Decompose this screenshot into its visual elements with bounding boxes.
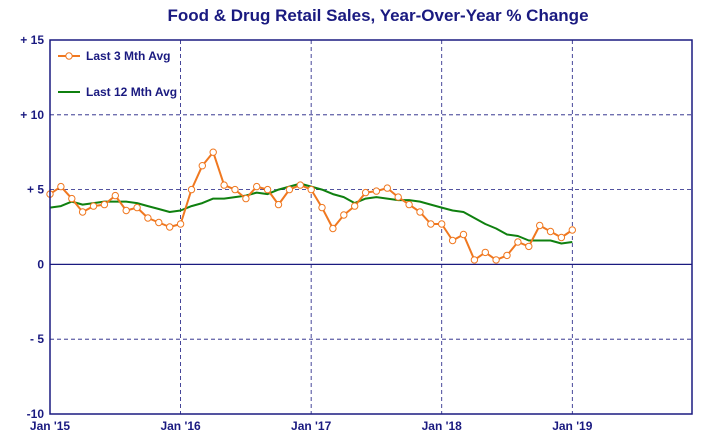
data-point: [57, 182, 65, 191]
data-point: [220, 181, 228, 189]
legend: Last 3 Mth Avg Last 12 Mth Avg: [58, 49, 177, 99]
data-point: [111, 191, 120, 200]
data-point: [285, 185, 294, 194]
data-point: [242, 194, 250, 203]
data-point: [438, 220, 446, 228]
data-point: [470, 256, 479, 264]
data-point: [536, 221, 544, 230]
legend-marker: [65, 52, 73, 60]
data-point: [394, 193, 402, 201]
data-point: [351, 202, 359, 210]
x-tick-label: Jan '16: [160, 419, 201, 433]
x-tick-label: Jan '17: [291, 419, 332, 433]
data-point: [340, 211, 348, 219]
data-point: [263, 185, 272, 194]
data-point: [296, 181, 304, 189]
y-tick-label: -10: [27, 407, 45, 421]
data-point: [198, 162, 207, 170]
x-tick-label: Jan '19: [552, 419, 593, 433]
data-point: [307, 185, 315, 194]
data-point: [231, 185, 239, 194]
data-point: [155, 218, 163, 227]
y-tick-label: - 5: [30, 332, 44, 346]
data-point: [68, 194, 76, 203]
data-point: [122, 206, 130, 215]
data-point: [133, 203, 141, 212]
x-axis-ticks: Jan '15 Jan '16 Jan '17 Jan '18 Jan '19: [30, 419, 593, 433]
data-point: [459, 230, 468, 239]
data-point: [416, 208, 424, 216]
data-point: [318, 203, 326, 212]
grid-lines: [50, 40, 692, 414]
data-point: [492, 256, 500, 264]
x-tick-label: Jan '15: [30, 419, 71, 433]
y-tick-label: + 15: [20, 33, 44, 47]
legend-label-last-3-mth-avg: Last 3 Mth Avg: [86, 49, 170, 63]
data-point: [557, 233, 566, 242]
y-axis-ticks: + 15 + 10 + 5 0 - 5 -10: [20, 33, 44, 421]
data-point: [89, 202, 98, 210]
data-point: [503, 251, 511, 260]
plot-frame: [49, 39, 693, 415]
data-point: [166, 223, 174, 231]
chart-title: Food & Drug Retail Sales, Year-Over-Year…: [167, 6, 588, 25]
y-tick-label: + 5: [27, 183, 44, 197]
data-point: [78, 208, 87, 216]
data-point: [525, 242, 533, 251]
legend-label-last-12-mth-avg: Last 12 Mth Avg: [86, 85, 177, 99]
data-point: [100, 200, 109, 209]
data-point: [448, 236, 457, 245]
y-tick-label: 0: [37, 257, 44, 271]
data-point: [405, 200, 413, 209]
data-point: [546, 227, 555, 236]
y-tick-label: + 10: [20, 108, 44, 122]
data-point: [329, 224, 337, 233]
data-point: [427, 220, 435, 228]
data-point: [144, 214, 152, 222]
data-point: [274, 200, 283, 209]
data-point: [176, 220, 185, 228]
data-point: [383, 184, 391, 192]
series-layer: [46, 148, 576, 264]
x-tick-label: Jan '18: [422, 419, 463, 433]
data-point: [372, 187, 381, 195]
data-point: [361, 188, 370, 197]
data-point: [209, 148, 217, 156]
data-point: [514, 238, 522, 246]
data-point: [568, 226, 576, 234]
data-point: [187, 185, 196, 194]
data-point: [481, 248, 489, 257]
data-point: [253, 182, 261, 191]
